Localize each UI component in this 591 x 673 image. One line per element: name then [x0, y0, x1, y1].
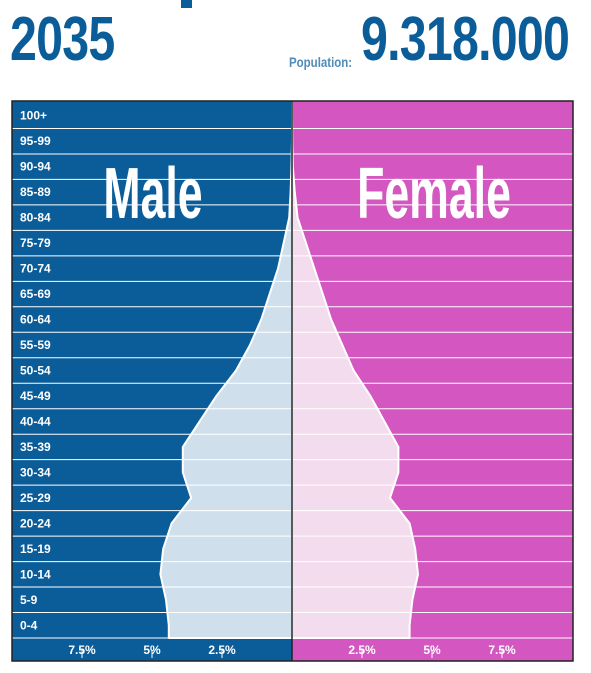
age-group-label: 35-39 — [20, 440, 51, 454]
age-group-label: 50-54 — [20, 364, 51, 378]
age-group-label: 55-59 — [20, 338, 51, 352]
population-label: Population: — [289, 54, 353, 70]
age-group-label: 0-4 — [20, 618, 38, 632]
x-tick-label: 5% — [423, 643, 441, 657]
x-tick-label: 7.5% — [68, 643, 96, 657]
population-value: 9.318.000 — [361, 5, 570, 74]
age-group-label: 10-14 — [20, 567, 51, 581]
age-group-label: 85-89 — [20, 185, 51, 199]
age-group-label: 5-9 — [20, 593, 38, 607]
chart-border — [11, 100, 574, 662]
male-label-group: Male — [103, 153, 202, 234]
female-label: Female — [357, 153, 511, 234]
age-group-label: 60-64 — [20, 313, 51, 327]
age-group-label: 75-79 — [20, 236, 51, 250]
age-group-label: 90-94 — [20, 160, 51, 174]
male-label: Male — [103, 153, 202, 234]
age-group-label: 70-74 — [20, 262, 51, 276]
age-group-label: 65-69 — [20, 287, 51, 301]
female-series-area — [291, 102, 419, 639]
age-group-label: 25-29 — [20, 491, 51, 505]
cropped-title-glyph — [181, 0, 192, 8]
year-label: 2035 — [10, 5, 115, 74]
age-group-label: 45-49 — [20, 389, 51, 403]
age-group-label: 40-44 — [20, 414, 51, 428]
age-group-label: 20-24 — [20, 516, 51, 530]
age-group-label: 15-19 — [20, 542, 51, 556]
x-tick-label: 2.5% — [208, 643, 236, 657]
age-group-label: 80-84 — [20, 211, 51, 225]
x-tick-label: 5% — [143, 643, 161, 657]
x-tick-label: 7.5% — [488, 643, 516, 657]
age-group-label: 100+ — [20, 109, 47, 123]
age-group-label: 95-99 — [20, 134, 51, 148]
x-tick-label: 2.5% — [348, 643, 376, 657]
age-group-label: 30-34 — [20, 465, 51, 479]
female-label-group: Female — [357, 153, 511, 234]
